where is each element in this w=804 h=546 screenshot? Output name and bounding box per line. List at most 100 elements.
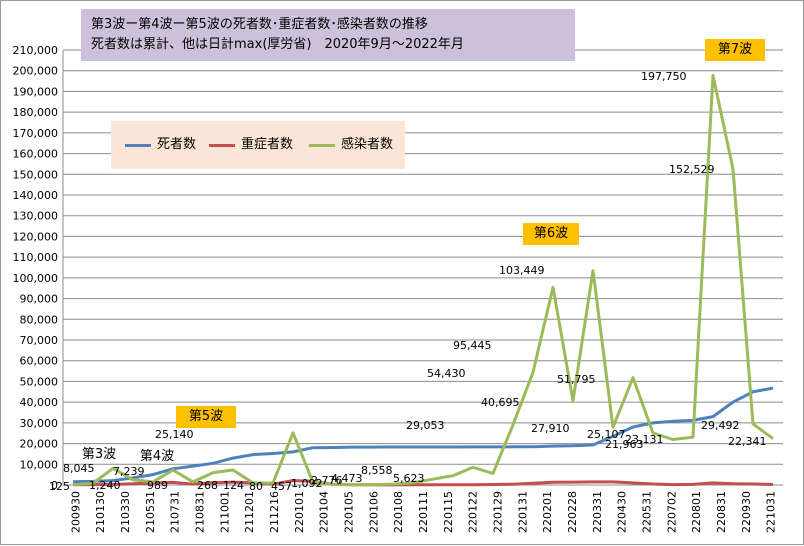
data-label: 5,623	[393, 472, 425, 485]
y-tick-label: 210,000	[13, 44, 59, 57]
x-tick-label: 221031	[765, 491, 778, 533]
x-tick-label: 211201	[243, 491, 256, 533]
data-label: 25,107	[587, 428, 626, 441]
data-label: 457	[271, 480, 292, 493]
data-label: 152,529	[669, 163, 715, 176]
chart-title-line2: 死者数は累計、他は日計max(厚労省) 2020年9月～2022年月	[91, 37, 464, 52]
data-label: 103,449	[499, 264, 545, 277]
x-tick-label: 210330	[119, 491, 132, 533]
x-tick-label: 220111	[417, 491, 430, 533]
data-label: 29,053	[406, 419, 445, 432]
legend-swatch-deaths	[125, 144, 151, 147]
x-tick-label: 220201	[541, 491, 554, 533]
x-tick-label: 220831	[715, 491, 728, 533]
wave-label-7: 第7波	[705, 39, 765, 61]
chart-title-line1: 第3波ー第4波ー第5波の死者数･重症者数･感染者数の推移	[91, 17, 428, 32]
x-tick-label: 220105	[343, 491, 356, 533]
y-tick-label: 120,000	[13, 230, 59, 243]
x-tick-label: 210531	[144, 491, 157, 533]
y-tick-label: 190,000	[13, 85, 59, 98]
wave-label-6: 第6波	[523, 223, 579, 245]
data-label: 80	[249, 480, 263, 493]
y-tick-label: 180,000	[13, 106, 59, 119]
y-tick-label: 130,000	[13, 210, 59, 223]
series-line-deaths	[72, 386, 774, 484]
wave-label-5: 第5波	[176, 406, 236, 428]
data-label: 989	[147, 479, 168, 492]
data-label: 51,795	[557, 373, 596, 386]
x-tick-label: 211216	[268, 491, 281, 533]
data-label: 27,910	[531, 422, 570, 435]
x-tick-label: 220101	[293, 491, 306, 533]
y-tick-label: 50,000	[20, 375, 59, 388]
data-label: 4,473	[331, 472, 363, 485]
legend-swatch-infections	[309, 144, 335, 147]
data-label: 125	[49, 480, 70, 493]
y-tick-label: 140,000	[13, 189, 59, 202]
data-label: 8,558	[361, 464, 393, 477]
data-label: 22,341	[728, 435, 767, 448]
y-tick-label: 40,000	[20, 396, 59, 409]
series-line-infections	[72, 73, 774, 487]
x-tick-label: 200930	[69, 491, 82, 533]
x-tick-label: 211001	[218, 491, 231, 533]
chart-title-box: 第3波ー第4波ー第5波の死者数･重症者数･感染者数の推移 死者数は累計、他は日計…	[81, 9, 575, 61]
legend: 死者数 重症者数 感染者数	[111, 121, 405, 169]
data-label: 197,750	[641, 70, 687, 83]
y-tick-label: 80,000	[20, 313, 59, 326]
x-tick-label: 220129	[491, 491, 504, 533]
x-tick-label: 220702	[665, 491, 678, 533]
x-tick-label: 220108	[392, 491, 405, 533]
legend-label-infections: 感染者数	[341, 137, 394, 152]
data-label: 25,140	[155, 428, 194, 441]
data-label: 124	[223, 479, 244, 492]
y-tick-label: 110,000	[13, 251, 59, 264]
x-tick-label: 220122	[467, 491, 480, 533]
data-label: 8,045	[63, 462, 95, 475]
data-label: 54,430	[427, 367, 466, 380]
legend-label-severe: 重症者数	[241, 137, 294, 152]
wave-label-3: 第3波	[81, 447, 117, 462]
x-tick-label: 220131	[516, 491, 529, 533]
x-tick-label: 210130	[94, 491, 107, 533]
x-tick-label: 220115	[442, 491, 455, 533]
legend-swatch-severe	[209, 144, 235, 147]
y-tick-label: 70,000	[20, 334, 59, 347]
y-tick-label: 100,000	[13, 272, 59, 285]
data-label: 40,695	[481, 396, 520, 409]
x-tick-label: 220801	[690, 491, 703, 533]
data-label: 268	[197, 479, 218, 492]
data-label: 95,445	[453, 339, 492, 352]
y-tick-label: 160,000	[13, 148, 59, 161]
x-tick-label: 220531	[640, 491, 653, 533]
y-tick-label: 170,000	[13, 127, 59, 140]
data-label: 29,492	[701, 419, 740, 432]
x-tick-label: 210831	[194, 491, 207, 533]
x-tick-label: 210731	[169, 491, 182, 533]
x-tick-label: 220430	[616, 491, 629, 533]
y-tick-label: 90,000	[20, 293, 59, 306]
y-tick-label: 150,000	[13, 168, 59, 181]
y-tick-label: 60,000	[20, 355, 59, 368]
x-tick-label: 220106	[367, 491, 380, 533]
data-label: 2,776	[311, 474, 343, 487]
y-tick-label: 20,000	[20, 438, 59, 451]
x-tick-label: 220331	[591, 491, 604, 533]
legend-label-deaths: 死者数	[157, 137, 197, 152]
y-tick-label: 200,000	[13, 65, 59, 78]
data-label: 23,131	[625, 433, 664, 446]
y-tick-label: 10,000	[20, 458, 59, 471]
data-label: 1,092	[291, 477, 323, 490]
wave-label-4: 第4波	[139, 449, 175, 464]
series-line-severe	[72, 479, 774, 487]
y-tick-label: 0	[51, 479, 58, 492]
x-tick-label: 220228	[566, 491, 579, 533]
x-tick-label: 220104	[318, 491, 331, 533]
data-label: 21,963	[605, 438, 644, 451]
y-tick-label: 30,000	[20, 417, 59, 430]
x-tick-label: 220930	[740, 491, 753, 533]
data-label: 1,240	[89, 479, 121, 492]
data-label: 7,239	[113, 465, 145, 478]
